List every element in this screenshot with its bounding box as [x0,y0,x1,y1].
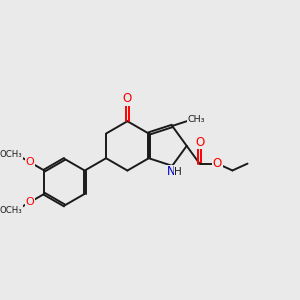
Text: O: O [213,157,222,170]
Text: O: O [26,157,34,167]
Text: N: N [167,165,175,178]
Text: H: H [174,167,182,177]
Text: O: O [123,92,132,105]
Text: CH₃: CH₃ [187,115,205,124]
Text: OCH₃: OCH₃ [0,150,22,159]
Text: O: O [26,197,34,207]
Text: O: O [195,136,204,149]
Text: OCH₃: OCH₃ [0,206,22,215]
